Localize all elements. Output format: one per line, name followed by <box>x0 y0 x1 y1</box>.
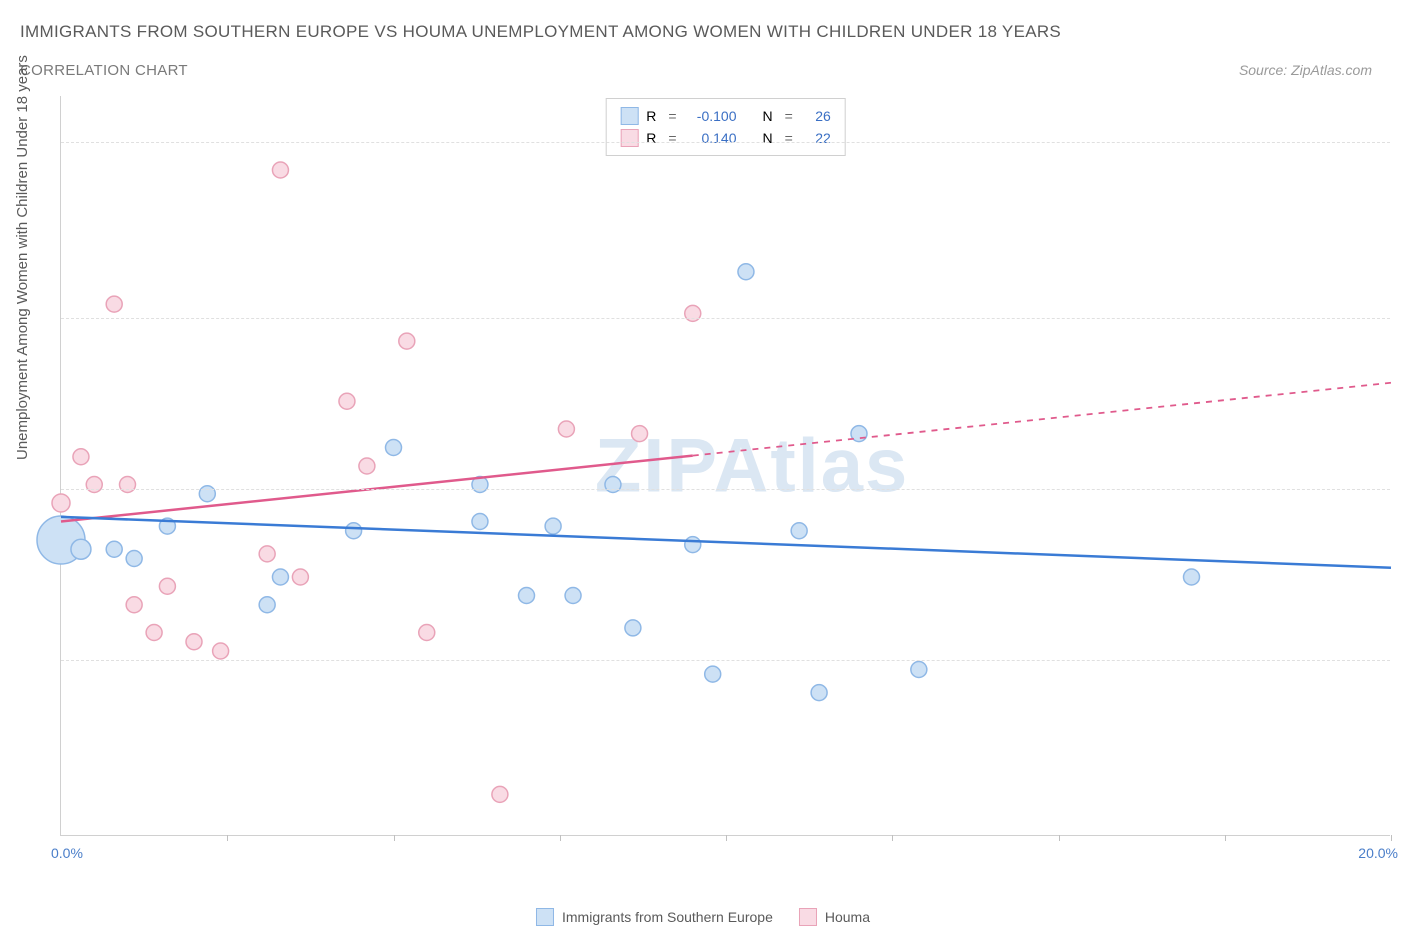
scatter-point <box>186 634 202 650</box>
scatter-point <box>738 264 754 280</box>
legend-item-b: Houma <box>799 908 870 926</box>
gridline <box>61 489 1390 490</box>
scatter-point <box>272 162 288 178</box>
legend-swatch-b-bottom <box>799 908 817 926</box>
scatter-point <box>292 569 308 585</box>
y-axis-label: Unemployment Among Women with Children U… <box>14 55 31 460</box>
scatter-point <box>419 625 435 641</box>
y-tick-label: 3.8% <box>1395 652 1406 668</box>
trend-line-dashed <box>693 383 1391 456</box>
scatter-point <box>71 539 91 559</box>
scatter-point <box>399 333 415 349</box>
scatter-point <box>519 588 535 604</box>
scatter-point <box>106 296 122 312</box>
legend-label-a: Immigrants from Southern Europe <box>562 909 773 925</box>
scatter-point <box>545 518 561 534</box>
x-axis-max-label: 20.0% <box>1358 845 1398 861</box>
legend-row-series-a: R= -0.100 N= 26 <box>620 105 831 127</box>
legend-label-b: Houma <box>825 909 870 925</box>
scatter-point <box>259 546 275 562</box>
y-tick-label: 7.5% <box>1395 481 1406 497</box>
series-legend: Immigrants from Southern Europe Houma <box>536 908 870 926</box>
scatter-point <box>339 393 355 409</box>
x-tick <box>560 835 561 841</box>
legend-r-value-a: -0.100 <box>689 105 737 127</box>
chart-subtitle: CORRELATION CHART <box>20 62 188 79</box>
legend-n-symbol: N <box>763 105 773 127</box>
scatter-point <box>213 643 229 659</box>
scatter-point <box>492 786 508 802</box>
scatter-point <box>359 458 375 474</box>
scatter-point <box>146 625 162 641</box>
trend-line-solid <box>61 517 1391 568</box>
scatter-chart-svg <box>61 96 1390 835</box>
gridline <box>61 142 1390 143</box>
scatter-point <box>106 541 122 557</box>
scatter-point <box>472 514 488 530</box>
scatter-point <box>126 551 142 567</box>
scatter-point <box>625 620 641 636</box>
scatter-point <box>52 494 70 512</box>
source-attribution: Source: ZipAtlas.com <box>1239 62 1372 78</box>
x-tick <box>726 835 727 841</box>
correlation-legend: R= -0.100 N= 26 R= 0.140 N= 22 <box>605 98 846 156</box>
legend-row-series-b: R= 0.140 N= 22 <box>620 127 831 149</box>
scatter-point <box>558 421 574 437</box>
legend-n-value-a: 26 <box>805 105 831 127</box>
legend-n-symbol: N <box>763 127 773 149</box>
gridline <box>61 660 1390 661</box>
scatter-point <box>73 449 89 465</box>
legend-r-symbol: R <box>646 127 656 149</box>
scatter-point <box>159 578 175 594</box>
x-tick <box>394 835 395 841</box>
y-tick-label: 15.0% <box>1395 134 1406 150</box>
x-tick <box>227 835 228 841</box>
scatter-point <box>259 597 275 613</box>
scatter-point <box>632 426 648 442</box>
scatter-point <box>791 523 807 539</box>
legend-swatch-b <box>620 129 638 147</box>
y-tick-label: 11.2% <box>1395 310 1406 326</box>
legend-item-a: Immigrants from Southern Europe <box>536 908 773 926</box>
x-tick <box>1225 835 1226 841</box>
legend-r-value-b: 0.140 <box>689 127 737 149</box>
legend-r-symbol: R <box>646 105 656 127</box>
scatter-point <box>685 537 701 553</box>
scatter-point <box>811 685 827 701</box>
scatter-point <box>126 597 142 613</box>
chart-title: IMMIGRANTS FROM SOUTHERN EUROPE VS HOUMA… <box>20 22 1061 42</box>
x-tick <box>1059 835 1060 841</box>
plot-area: ZIPAtlas R= -0.100 N= 26 R= 0.140 N= 22 … <box>60 96 1390 836</box>
legend-swatch-a-bottom <box>536 908 554 926</box>
scatter-point <box>705 666 721 682</box>
scatter-point <box>1184 569 1200 585</box>
scatter-point <box>386 440 402 456</box>
legend-swatch-a <box>620 107 638 125</box>
legend-n-value-b: 22 <box>805 127 831 149</box>
scatter-point <box>272 569 288 585</box>
scatter-point <box>911 662 927 678</box>
x-axis-min-label: 0.0% <box>51 845 83 861</box>
x-tick <box>1391 835 1392 841</box>
scatter-point <box>346 523 362 539</box>
scatter-point <box>565 588 581 604</box>
x-tick <box>892 835 893 841</box>
gridline <box>61 318 1390 319</box>
